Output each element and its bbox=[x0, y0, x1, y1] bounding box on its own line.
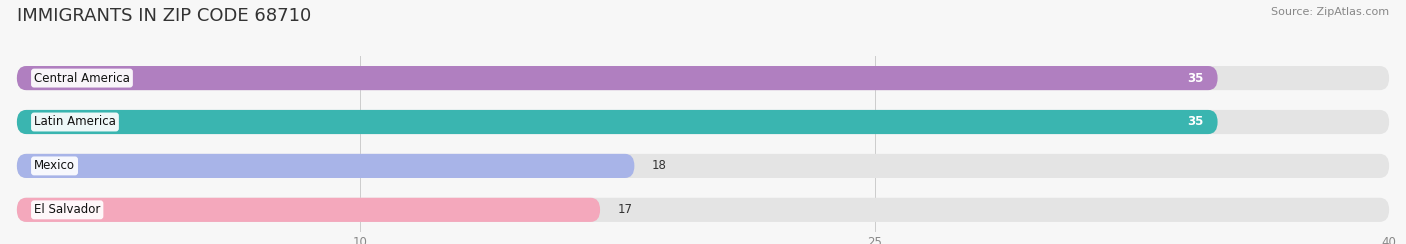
FancyBboxPatch shape bbox=[17, 110, 1218, 134]
FancyBboxPatch shape bbox=[17, 66, 1218, 90]
Text: 17: 17 bbox=[617, 203, 633, 216]
FancyBboxPatch shape bbox=[17, 154, 1389, 178]
Text: Latin America: Latin America bbox=[34, 115, 115, 129]
Text: Central America: Central America bbox=[34, 71, 129, 85]
Text: 35: 35 bbox=[1188, 115, 1204, 129]
Text: 35: 35 bbox=[1188, 71, 1204, 85]
Text: 18: 18 bbox=[651, 159, 666, 173]
FancyBboxPatch shape bbox=[17, 198, 600, 222]
FancyBboxPatch shape bbox=[17, 66, 1389, 90]
Text: Source: ZipAtlas.com: Source: ZipAtlas.com bbox=[1271, 7, 1389, 17]
Text: Mexico: Mexico bbox=[34, 159, 75, 173]
Text: El Salvador: El Salvador bbox=[34, 203, 100, 216]
FancyBboxPatch shape bbox=[17, 198, 1389, 222]
FancyBboxPatch shape bbox=[17, 154, 634, 178]
FancyBboxPatch shape bbox=[17, 110, 1389, 134]
Text: IMMIGRANTS IN ZIP CODE 68710: IMMIGRANTS IN ZIP CODE 68710 bbox=[17, 7, 311, 25]
